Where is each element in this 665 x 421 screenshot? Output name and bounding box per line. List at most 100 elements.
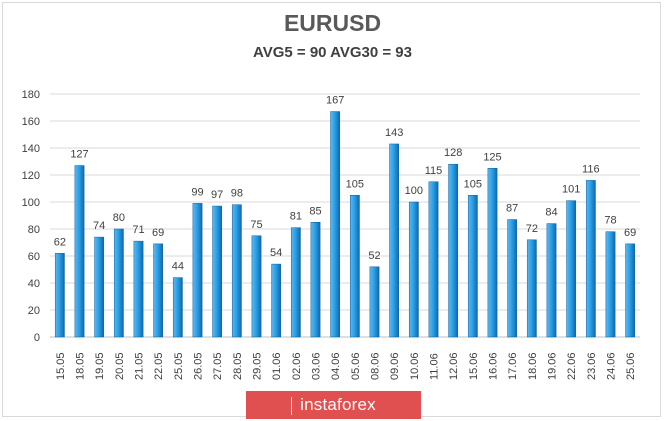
bar-25.06 bbox=[625, 243, 636, 338]
x-tick-label: 25.05 bbox=[173, 352, 185, 380]
y-tick-label: 60 bbox=[28, 251, 40, 263]
y-tick-label: 140 bbox=[22, 143, 40, 155]
y-tick-label: 0 bbox=[34, 332, 40, 344]
bar-28.05 bbox=[231, 204, 242, 338]
data-label: 97 bbox=[211, 189, 223, 201]
data-label: 85 bbox=[309, 205, 321, 217]
watermark-separator bbox=[291, 396, 293, 415]
bar-29.05 bbox=[251, 235, 262, 338]
x-tick-label: 05.06 bbox=[350, 352, 362, 380]
data-label: 105 bbox=[346, 178, 364, 190]
bar-15.05 bbox=[54, 253, 65, 338]
data-label: 72 bbox=[526, 223, 538, 235]
data-label: 125 bbox=[483, 151, 501, 163]
data-label: 62 bbox=[54, 236, 66, 248]
x-tick-label: 23.06 bbox=[586, 352, 598, 380]
y-tick-label: 40 bbox=[28, 278, 40, 290]
data-label: 71 bbox=[132, 224, 144, 236]
bar-18.05 bbox=[74, 165, 85, 338]
bar-22.05 bbox=[153, 243, 164, 338]
data-label: 101 bbox=[562, 184, 580, 196]
data-label: 44 bbox=[172, 261, 184, 273]
x-tick-label: 21.05 bbox=[134, 352, 146, 380]
y-tick-label: 100 bbox=[22, 197, 40, 209]
bar-19.05 bbox=[94, 236, 105, 338]
data-labels: 62 127 74 80 71 69 44 99 97 98 75 54 81 85 167 105 52 143… bbox=[54, 95, 637, 273]
bar-08.06 bbox=[369, 266, 380, 338]
x-tick-label: 25.06 bbox=[625, 352, 637, 380]
x-tick-label: 18.05 bbox=[75, 352, 87, 380]
chart-subtitle: AVG5 = 90 AVG30 = 93 bbox=[253, 44, 412, 61]
bar-01.06 bbox=[271, 263, 282, 338]
data-label: 128 bbox=[444, 147, 462, 159]
data-label: 69 bbox=[152, 227, 164, 239]
data-label: 78 bbox=[604, 215, 616, 227]
data-label: 100 bbox=[405, 185, 423, 197]
data-label: 105 bbox=[464, 178, 482, 190]
bar-25.05 bbox=[172, 277, 183, 338]
bar-03.06 bbox=[310, 222, 321, 338]
x-tick-label: 03.06 bbox=[311, 352, 323, 380]
bars bbox=[54, 111, 636, 338]
x-tick-label: 08.06 bbox=[370, 352, 382, 380]
y-tick-label: 120 bbox=[22, 170, 40, 182]
x-axis-ticks: 15.05 18.05 19.05 20.05 21.05 22.05 25.05 26.05… bbox=[55, 352, 637, 380]
x-tick-label: 22.05 bbox=[153, 352, 165, 380]
x-tick-label: 01.06 bbox=[271, 352, 283, 380]
bar-12.06 bbox=[448, 163, 459, 338]
x-tick-label: 17.06 bbox=[507, 352, 519, 380]
data-label: 74 bbox=[93, 220, 105, 232]
x-tick-label: 16.06 bbox=[488, 352, 500, 380]
x-tick-label: 28.05 bbox=[232, 352, 244, 380]
data-label: 167 bbox=[326, 95, 344, 107]
bar-27.05 bbox=[212, 205, 223, 338]
x-tick-label: 02.06 bbox=[291, 352, 303, 380]
grid-lines bbox=[50, 93, 640, 338]
data-label: 52 bbox=[368, 250, 380, 262]
x-tick-label: 04.06 bbox=[330, 352, 342, 380]
x-tick-label: 09.06 bbox=[389, 352, 401, 380]
bar-21.05 bbox=[133, 240, 144, 338]
x-tick-label: 10.06 bbox=[409, 352, 421, 380]
x-tick-label: 11.06 bbox=[429, 353, 441, 380]
data-label: 99 bbox=[191, 186, 203, 198]
data-label: 87 bbox=[506, 203, 518, 215]
data-label: 54 bbox=[270, 247, 282, 259]
y-tick-label: 80 bbox=[28, 224, 40, 236]
bar-05.06 bbox=[349, 195, 360, 338]
y-tick-label: 160 bbox=[22, 116, 40, 128]
bar-26.05 bbox=[192, 203, 203, 338]
x-tick-label: 12.06 bbox=[448, 352, 460, 380]
bar-19.06 bbox=[546, 223, 557, 338]
bar-10.06 bbox=[408, 201, 419, 338]
bar-15.06 bbox=[467, 195, 478, 338]
data-label: 75 bbox=[250, 219, 262, 231]
data-label: 116 bbox=[582, 163, 600, 175]
x-tick-label: 19.05 bbox=[94, 352, 106, 380]
bar-23.06 bbox=[585, 180, 596, 338]
bar-02.06 bbox=[290, 227, 301, 338]
x-tick-label: 15.06 bbox=[468, 352, 480, 380]
data-label: 127 bbox=[70, 149, 88, 161]
y-tick-label: 20 bbox=[28, 305, 40, 317]
x-tick-label: 29.05 bbox=[252, 352, 264, 380]
instaforex-watermark: instaforex bbox=[246, 391, 421, 419]
data-label: 81 bbox=[290, 211, 302, 223]
x-tick-label: 24.06 bbox=[606, 352, 618, 380]
y-axis-ticks: 0 20 40 60 80 100 120 140 160 180 bbox=[22, 89, 40, 344]
bar-11.06 bbox=[428, 181, 439, 338]
chart-title: EURUSD bbox=[283, 10, 382, 36]
x-tick-label: 27.05 bbox=[212, 352, 224, 380]
watermark-text: instaforex bbox=[300, 395, 376, 414]
x-tick-label: 22.06 bbox=[566, 352, 578, 380]
y-tick-label: 180 bbox=[22, 89, 40, 101]
data-label: 80 bbox=[113, 212, 125, 224]
bar-16.06 bbox=[487, 168, 498, 338]
x-tick-label: 15.05 bbox=[55, 352, 67, 380]
x-tick-label: 20.05 bbox=[114, 352, 126, 380]
data-label: 98 bbox=[231, 188, 243, 200]
bar-20.05 bbox=[113, 228, 124, 338]
bar-18.06 bbox=[526, 239, 537, 338]
x-tick-label: 26.05 bbox=[193, 352, 205, 380]
